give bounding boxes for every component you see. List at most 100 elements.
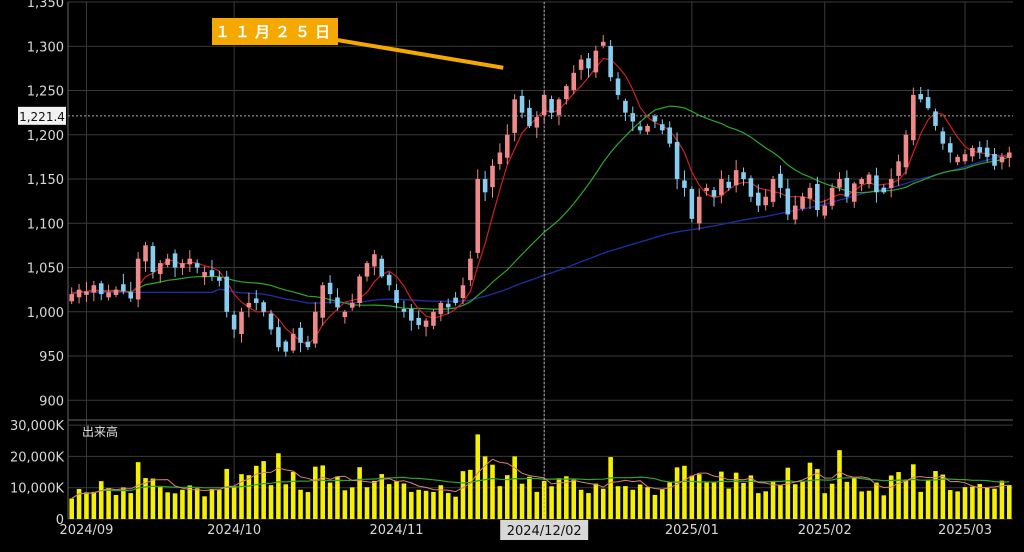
- candle: [209, 259, 215, 282]
- candle: [785, 179, 791, 221]
- candle: [778, 165, 783, 198]
- candle-body: [84, 291, 89, 295]
- candle: [652, 114, 658, 129]
- candle: [165, 253, 170, 268]
- candle-body: [453, 297, 458, 303]
- candle: [660, 119, 665, 135]
- candle-body: [711, 190, 717, 197]
- candle-body: [807, 187, 813, 199]
- candle: [305, 335, 311, 351]
- volume-bar: [741, 482, 746, 519]
- candle: [261, 300, 266, 317]
- volume-bar: [874, 482, 879, 519]
- candle-body: [253, 298, 259, 303]
- candle-body: [660, 124, 665, 131]
- volume-tick-label: 20,000K: [10, 450, 64, 465]
- volume-bar: [438, 485, 444, 519]
- candle: [253, 290, 259, 311]
- callout-pointer: [336, 38, 504, 70]
- volume-bar: [918, 491, 924, 519]
- volume-bar: [726, 488, 732, 519]
- candle: [674, 132, 680, 190]
- candle: [394, 284, 399, 309]
- volume-bar: [379, 474, 385, 519]
- candle: [335, 288, 340, 311]
- volume-bar: [608, 457, 613, 519]
- candle: [349, 293, 355, 311]
- volume-bar: [69, 498, 74, 519]
- candle-body: [748, 178, 754, 197]
- volume-bar: [416, 489, 421, 519]
- candle-body: [785, 188, 791, 215]
- volume-bar: [76, 489, 82, 519]
- volume-bar: [586, 493, 591, 519]
- candle-body: [874, 175, 879, 193]
- candle-body: [778, 173, 783, 188]
- candle-body: [320, 285, 325, 318]
- volume-bar: [349, 487, 355, 519]
- volume-moving-averages: [71, 458, 1010, 500]
- volume-bar: [896, 472, 901, 519]
- volume-bar: [342, 490, 348, 519]
- candle: [357, 274, 362, 308]
- cursor-price-label: 1,221.4: [19, 110, 65, 124]
- volume-bar: [844, 481, 850, 519]
- candle-body: [623, 100, 628, 113]
- date-tick-label: 2025/01: [665, 523, 719, 538]
- candle: [386, 272, 392, 291]
- volume-bar: [674, 467, 680, 519]
- candle-body: [438, 302, 444, 315]
- volume-bar: [962, 487, 968, 519]
- candle-body: [527, 107, 532, 126]
- candle-body: [98, 283, 104, 295]
- volume-bar: [829, 483, 835, 519]
- volume-bar: [268, 485, 274, 519]
- volume-bar: [290, 471, 296, 519]
- volume-bar: [689, 475, 695, 519]
- cursor-date-label: 2024/12/02: [507, 524, 582, 539]
- candle: [984, 139, 990, 162]
- candle-body: [268, 313, 274, 330]
- volume-bar: [756, 493, 761, 519]
- candle-body: [726, 181, 732, 188]
- candle: [128, 281, 134, 302]
- candle: [460, 277, 466, 305]
- candle-body: [335, 297, 340, 308]
- candle-body: [756, 192, 761, 206]
- volume-bar: [696, 474, 702, 519]
- volume-bar: [224, 468, 230, 519]
- candle: [180, 259, 185, 276]
- candle: [696, 188, 702, 231]
- volume-bar: [637, 484, 643, 519]
- candle-body: [630, 113, 636, 122]
- candle-body: [837, 179, 842, 188]
- volume-ma-short: [71, 458, 1010, 499]
- volume-bar: [970, 486, 975, 519]
- date-callout: １１月２５日: [212, 18, 504, 70]
- candle: [807, 183, 813, 209]
- volume-bar: [475, 434, 481, 519]
- candle: [578, 55, 584, 80]
- candle: [955, 154, 960, 166]
- candle-body: [1007, 152, 1012, 158]
- volume-tick-label: 10,000K: [10, 482, 64, 497]
- candle: [445, 298, 451, 314]
- price-tick-label: 1,300: [27, 40, 64, 55]
- volume-bar: [217, 489, 222, 519]
- volume-bar: [593, 483, 599, 519]
- volume-bar: [504, 475, 510, 519]
- volume-bar: [977, 484, 983, 519]
- candle: [726, 174, 732, 191]
- date-tick-label: 2025/02: [798, 523, 852, 538]
- candle-body: [911, 94, 916, 141]
- candle: [187, 250, 193, 272]
- volume-bar: [992, 488, 997, 519]
- ma-short-line: [71, 57, 1010, 346]
- candle-body: [357, 276, 362, 304]
- candle-body: [549, 99, 554, 113]
- candle: [748, 175, 754, 202]
- volume-bar: [999, 480, 1005, 519]
- candle-body: [327, 282, 333, 295]
- candle: [593, 45, 599, 78]
- candle-body: [970, 148, 975, 157]
